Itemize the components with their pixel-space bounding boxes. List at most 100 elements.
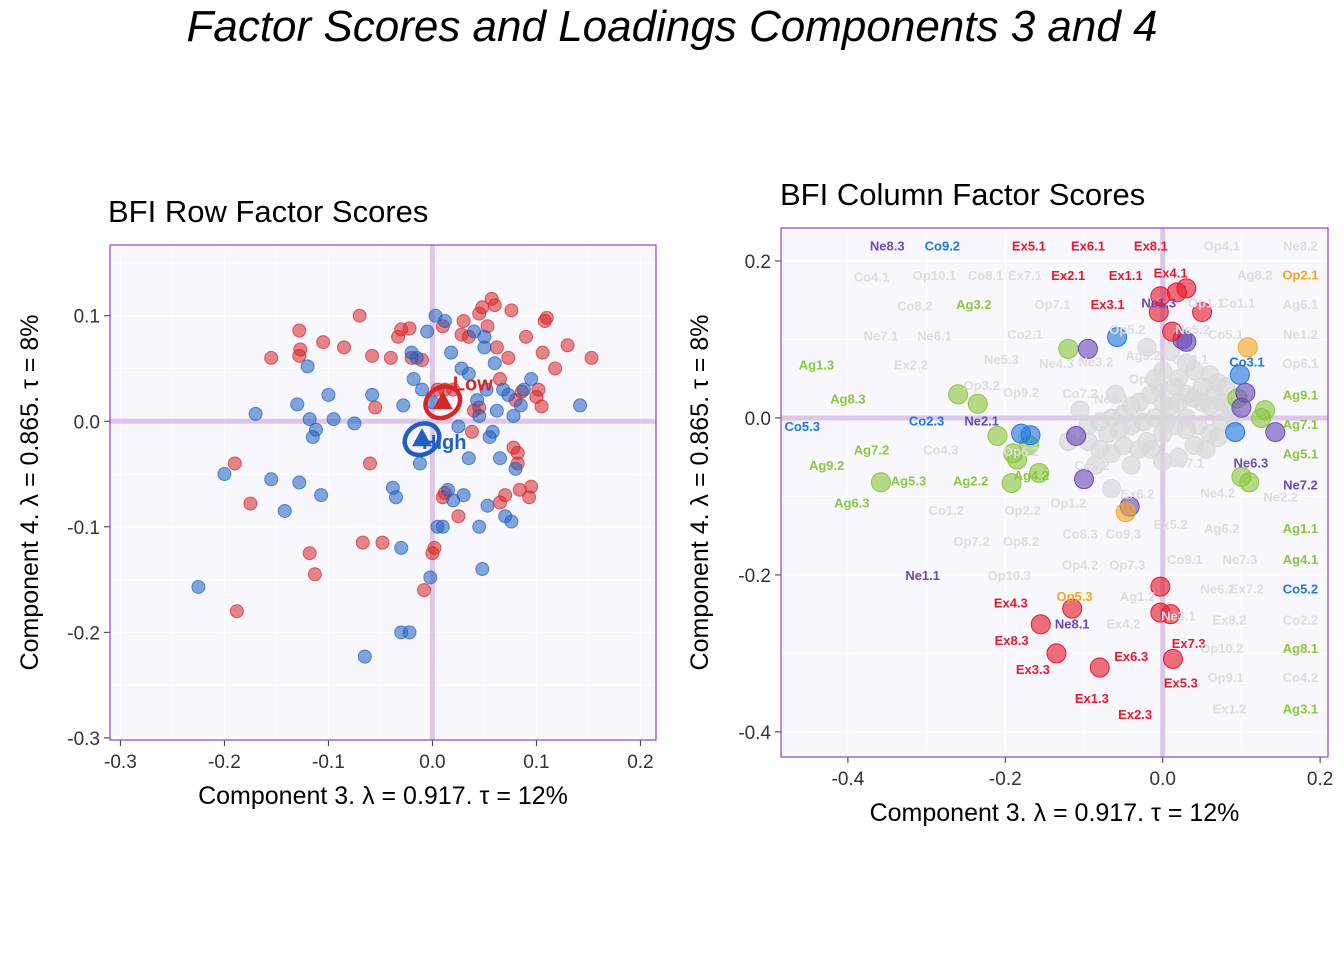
ne-point — [1235, 382, 1256, 403]
item-label: Ne5.3 — [984, 352, 1019, 367]
co-point — [1225, 422, 1246, 443]
high-point — [461, 451, 476, 466]
x-tick-label: -0.2 — [989, 769, 1022, 790]
column-factor-scores-panel: -0.4 -0.2 0.0 0.2 -0.4 -0.2 0.0 0.2 BFI Column F… — [686, 177, 1333, 827]
in-point — [1102, 479, 1122, 499]
item-label: Co9.3 — [1106, 526, 1141, 541]
item-label: Co7.1 — [1169, 456, 1204, 471]
high-point — [300, 359, 315, 374]
item-label: Op4.1 — [1204, 238, 1240, 253]
in-point — [1086, 455, 1106, 475]
ex-point — [1162, 321, 1183, 342]
item-label: Co4.3 — [923, 442, 958, 457]
low-point — [293, 342, 308, 357]
item-label: Co5.2 — [1283, 581, 1318, 596]
ne-point — [1074, 469, 1095, 490]
item-label: Ex6.3 — [1114, 649, 1148, 664]
y-tick-label: -0.2 — [738, 566, 771, 587]
in-point — [1141, 439, 1161, 459]
high-point — [501, 387, 516, 402]
item-label: Ex1.3 — [1075, 691, 1109, 706]
item-label: Ne5.2 — [1175, 322, 1210, 337]
high-point — [487, 356, 502, 371]
group-mean-marker — [412, 428, 432, 447]
in-point — [1137, 337, 1157, 357]
high-point — [472, 519, 487, 534]
main-title: Factor Scores and Loadings Components 3 … — [186, 2, 1158, 51]
item-label: Co4.1 — [854, 270, 889, 285]
high-point — [326, 412, 341, 427]
co-point — [1020, 425, 1041, 446]
low-point — [451, 509, 466, 524]
low-point — [352, 308, 367, 323]
item-label: Op3.2 — [964, 378, 1000, 393]
low-point — [365, 348, 380, 363]
item-label: Ex1.2 — [1213, 701, 1247, 716]
low-point — [493, 495, 507, 510]
item-label: Ex7.1 — [1008, 268, 1042, 283]
low-point — [584, 350, 599, 365]
item-label: Ag3.1 — [1283, 701, 1318, 716]
low-point — [355, 535, 370, 550]
item-label: Op6.2 — [1003, 444, 1039, 459]
low-point — [229, 604, 244, 619]
low-point — [506, 440, 521, 455]
item-label: Op8.1 — [1172, 352, 1208, 367]
group-label: Low — [453, 373, 493, 395]
item-label: Ne6.1 — [917, 329, 952, 344]
item-label: Co3.1 — [1229, 354, 1264, 369]
high-point — [451, 419, 466, 434]
high-point — [406, 372, 421, 387]
high-point — [472, 408, 487, 423]
item-label: Ag4.2 — [1014, 468, 1049, 483]
ag-point — [1007, 449, 1028, 470]
high-point — [504, 514, 519, 529]
ex-point — [1062, 598, 1083, 619]
ag-point — [1029, 462, 1050, 483]
high-point — [264, 472, 279, 487]
item-label: Op6.1 — [1282, 356, 1318, 371]
item-label: Ag5.1 — [1283, 446, 1318, 461]
high-point — [290, 397, 305, 412]
x-tick-label: 0.2 — [1307, 769, 1333, 790]
item-label: Ne3.1 — [1161, 609, 1196, 624]
item-label: Ne8.3 — [870, 238, 905, 253]
high-point — [308, 422, 323, 437]
panel-frame — [109, 244, 657, 741]
low-point — [489, 340, 504, 355]
ex-point — [1160, 604, 1181, 625]
low-point — [519, 329, 533, 344]
high-point — [277, 503, 292, 518]
y-tick-label: 0.1 — [74, 307, 100, 328]
item-label: Ag1.1 — [1283, 521, 1318, 536]
y-axis-label: Component 4. λ = 0.865. τ = 8% — [686, 315, 714, 671]
high-point — [394, 540, 409, 555]
low-point — [302, 546, 317, 561]
item-label: Ex2.2 — [894, 358, 928, 373]
item-label: Ex4.1 — [1154, 266, 1188, 281]
ex-point — [1046, 643, 1067, 664]
item-label: Co9.2 — [925, 238, 960, 253]
ne-point — [1176, 331, 1197, 352]
item-label: Co5.3 — [785, 419, 820, 434]
y-tick-label: -0.2 — [67, 623, 100, 644]
low-point — [316, 335, 331, 350]
x-axis-label: Component 3. λ = 0.917. τ = 12% — [870, 799, 1240, 827]
high-point — [516, 382, 531, 397]
low-point — [307, 567, 322, 582]
item-label: Op8.2 — [1003, 534, 1039, 549]
low-point — [383, 350, 398, 365]
x-tick-label: 0.0 — [419, 752, 445, 773]
high-point — [437, 313, 452, 328]
item-label: Ne6.3 — [1234, 456, 1269, 471]
item-label: Co5.1 — [1208, 327, 1243, 342]
in-point — [1161, 341, 1181, 361]
item-label: Ne4.1 — [1094, 391, 1129, 406]
item-label: Ne7.3 — [1222, 552, 1257, 567]
low-point — [417, 583, 432, 598]
high-point — [573, 398, 588, 413]
x-tick-label: -0.3 — [104, 752, 137, 773]
item-label: Ag8.1 — [1283, 641, 1318, 656]
item-label: Ne6.2 — [1200, 581, 1235, 596]
item-label: Ag9.1 — [1283, 387, 1318, 402]
